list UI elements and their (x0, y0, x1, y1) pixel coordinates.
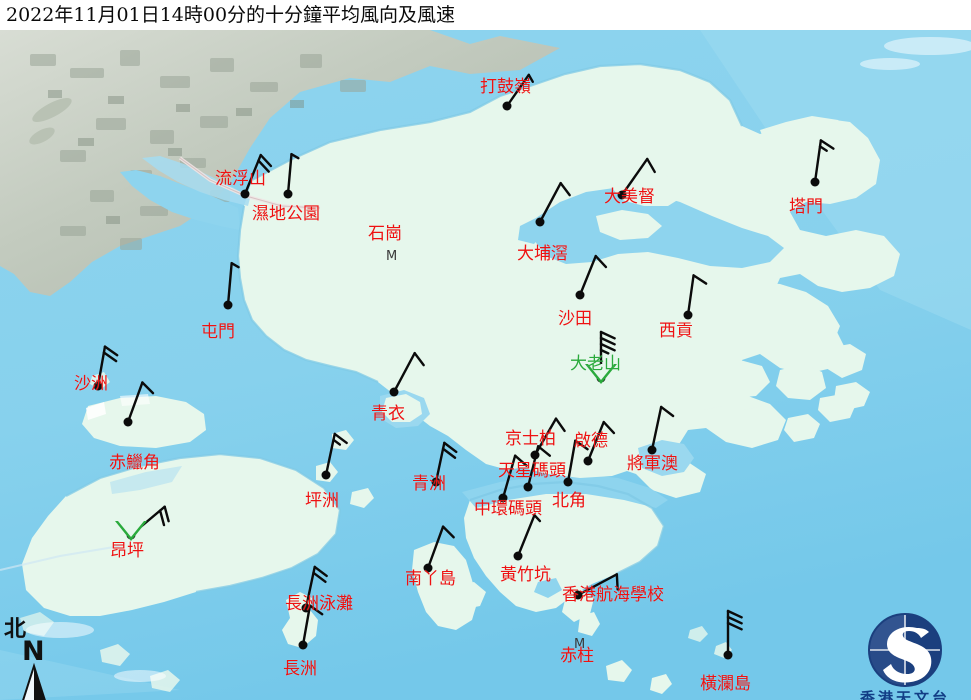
wind-barb-icon (586, 420, 616, 463)
station-label: 沙洲 (74, 374, 108, 394)
station-label: 黃竹坑 (500, 565, 551, 585)
station-label: 坪洲 (305, 491, 339, 511)
hko-emblem-icon (868, 613, 942, 687)
station-dot-icon (535, 217, 545, 227)
station-label: 流浮山 (215, 169, 266, 189)
station-dot-icon (523, 482, 533, 492)
station-dot-icon (647, 445, 657, 455)
station-label: 大美督 (604, 187, 655, 207)
wind-barb-icon (578, 254, 608, 297)
station-missing-flag: M (574, 637, 586, 652)
wind-barb-icon (726, 609, 743, 657)
station-dot-icon (321, 470, 331, 480)
station-dot-icon (93, 381, 103, 391)
wind-barb-icon (434, 441, 458, 484)
wind-barb-icon (226, 261, 240, 307)
compass-rose: 北 N (4, 618, 64, 700)
wind-barb-icon (538, 181, 571, 224)
station-missing-flag: M (386, 249, 398, 264)
station-label: 長洲 (283, 659, 317, 679)
station-label: 西貢 (659, 321, 693, 341)
station-label: 北角 (552, 491, 586, 511)
station-label: 濕地公園 (252, 204, 320, 224)
station-dot-icon (498, 493, 508, 503)
map-canvas[interactable]: 打鼓嶺流浮山濕地公園石崗 M 大美督大埔滘 塔門沙田屯門 西貢大老山沙洲青衣赤鱲角 京士柏… (0, 30, 971, 700)
station-label: 青洲 (412, 474, 446, 494)
wind-barb-icon (501, 454, 528, 500)
station-dot-icon (502, 101, 512, 111)
wind-barb-icon (126, 381, 155, 424)
station-dot-icon (563, 477, 573, 487)
station-label: 石崗 (368, 224, 402, 244)
station-dot-icon (431, 477, 441, 487)
station-label: 香港航海學校 (562, 585, 664, 605)
station-dot-icon (423, 563, 433, 573)
wind-barb-icon (96, 345, 119, 388)
station-label: 昂坪 (110, 541, 144, 561)
station-label: 長洲泳灘 (285, 594, 353, 614)
wind-barb-icon (505, 73, 534, 108)
station-dot-icon (123, 417, 133, 427)
station-dot-icon (810, 177, 820, 187)
wind-barb-layer (96, 73, 835, 657)
station-label: 赤鱲角 (109, 453, 160, 473)
station-label: 橫瀾島 (700, 674, 751, 694)
wind-barb-icon (243, 153, 273, 196)
station-label: 天星碼頭 (498, 461, 566, 481)
station-label: 南丫島 (405, 569, 456, 589)
wind-barb-icon (686, 274, 708, 317)
wind-barb-icon (620, 157, 656, 197)
page-title: 2022年11月01日14時00分的十分鐘平均風向及風速 (6, 4, 456, 26)
station-label: 啟德 (574, 431, 608, 451)
wind-barb-icon (286, 152, 300, 196)
station-dot-icon (513, 551, 523, 561)
station-dot-icon (723, 650, 733, 660)
compass-needle-icon (22, 662, 46, 700)
compass-north-letter: N (22, 636, 45, 667)
station-dot-icon (283, 189, 293, 199)
wind-barb-icon (650, 405, 675, 452)
station-label: 塔門 (789, 197, 823, 217)
wind-barb-icon (304, 565, 328, 610)
station-label: 大埔滘 (517, 244, 568, 264)
station-label: 中環碼頭 (474, 499, 542, 519)
map-geography (0, 30, 971, 700)
wind-barb-icon (576, 573, 619, 597)
wind-barb-icon (426, 525, 455, 570)
station-label: 大老山 (570, 354, 621, 374)
station-label: 赤柱 (560, 646, 594, 666)
wind-barb-icon (301, 604, 324, 647)
station-dot-icon (683, 310, 693, 320)
station-label: 京士柏 (505, 429, 556, 449)
station-triangle-icon (585, 364, 617, 384)
station-dot-icon (573, 590, 583, 600)
station-dot-icon (240, 189, 250, 199)
station-dot-icon (575, 290, 585, 300)
station-dot-icon (617, 190, 627, 200)
wind-barb-icon (516, 514, 542, 558)
station-label: 將軍澳 (627, 454, 678, 474)
wind-barb-icon (392, 351, 425, 394)
station-dot-icon (530, 450, 540, 460)
hko-logo: 香港天文台 HONG KONG OBSERVATORY (843, 612, 967, 700)
station-triangle-icon (115, 521, 147, 541)
compass-north-cjk-label: 北 (4, 616, 27, 642)
wind-barb-icon (566, 439, 589, 484)
wind-barb-icon (813, 139, 835, 184)
station-label: 打鼓嶺 (480, 77, 531, 97)
station-dot-icon (389, 387, 399, 397)
title-bar: 2022年11月01日14時00分的十分鐘平均風向及風速 (0, 0, 971, 30)
station-dot-icon (298, 640, 308, 650)
hko-logo-cjk-text: 香港天文台 (859, 689, 950, 700)
station-label: 青衣 (371, 404, 405, 424)
station-dot-icon (223, 300, 233, 310)
station-label: 屯門 (201, 322, 235, 342)
wind-barb-icon (324, 432, 348, 477)
station-label: 沙田 (558, 309, 592, 329)
station-dot-icon (301, 603, 311, 613)
station-dot-icon (583, 456, 593, 466)
